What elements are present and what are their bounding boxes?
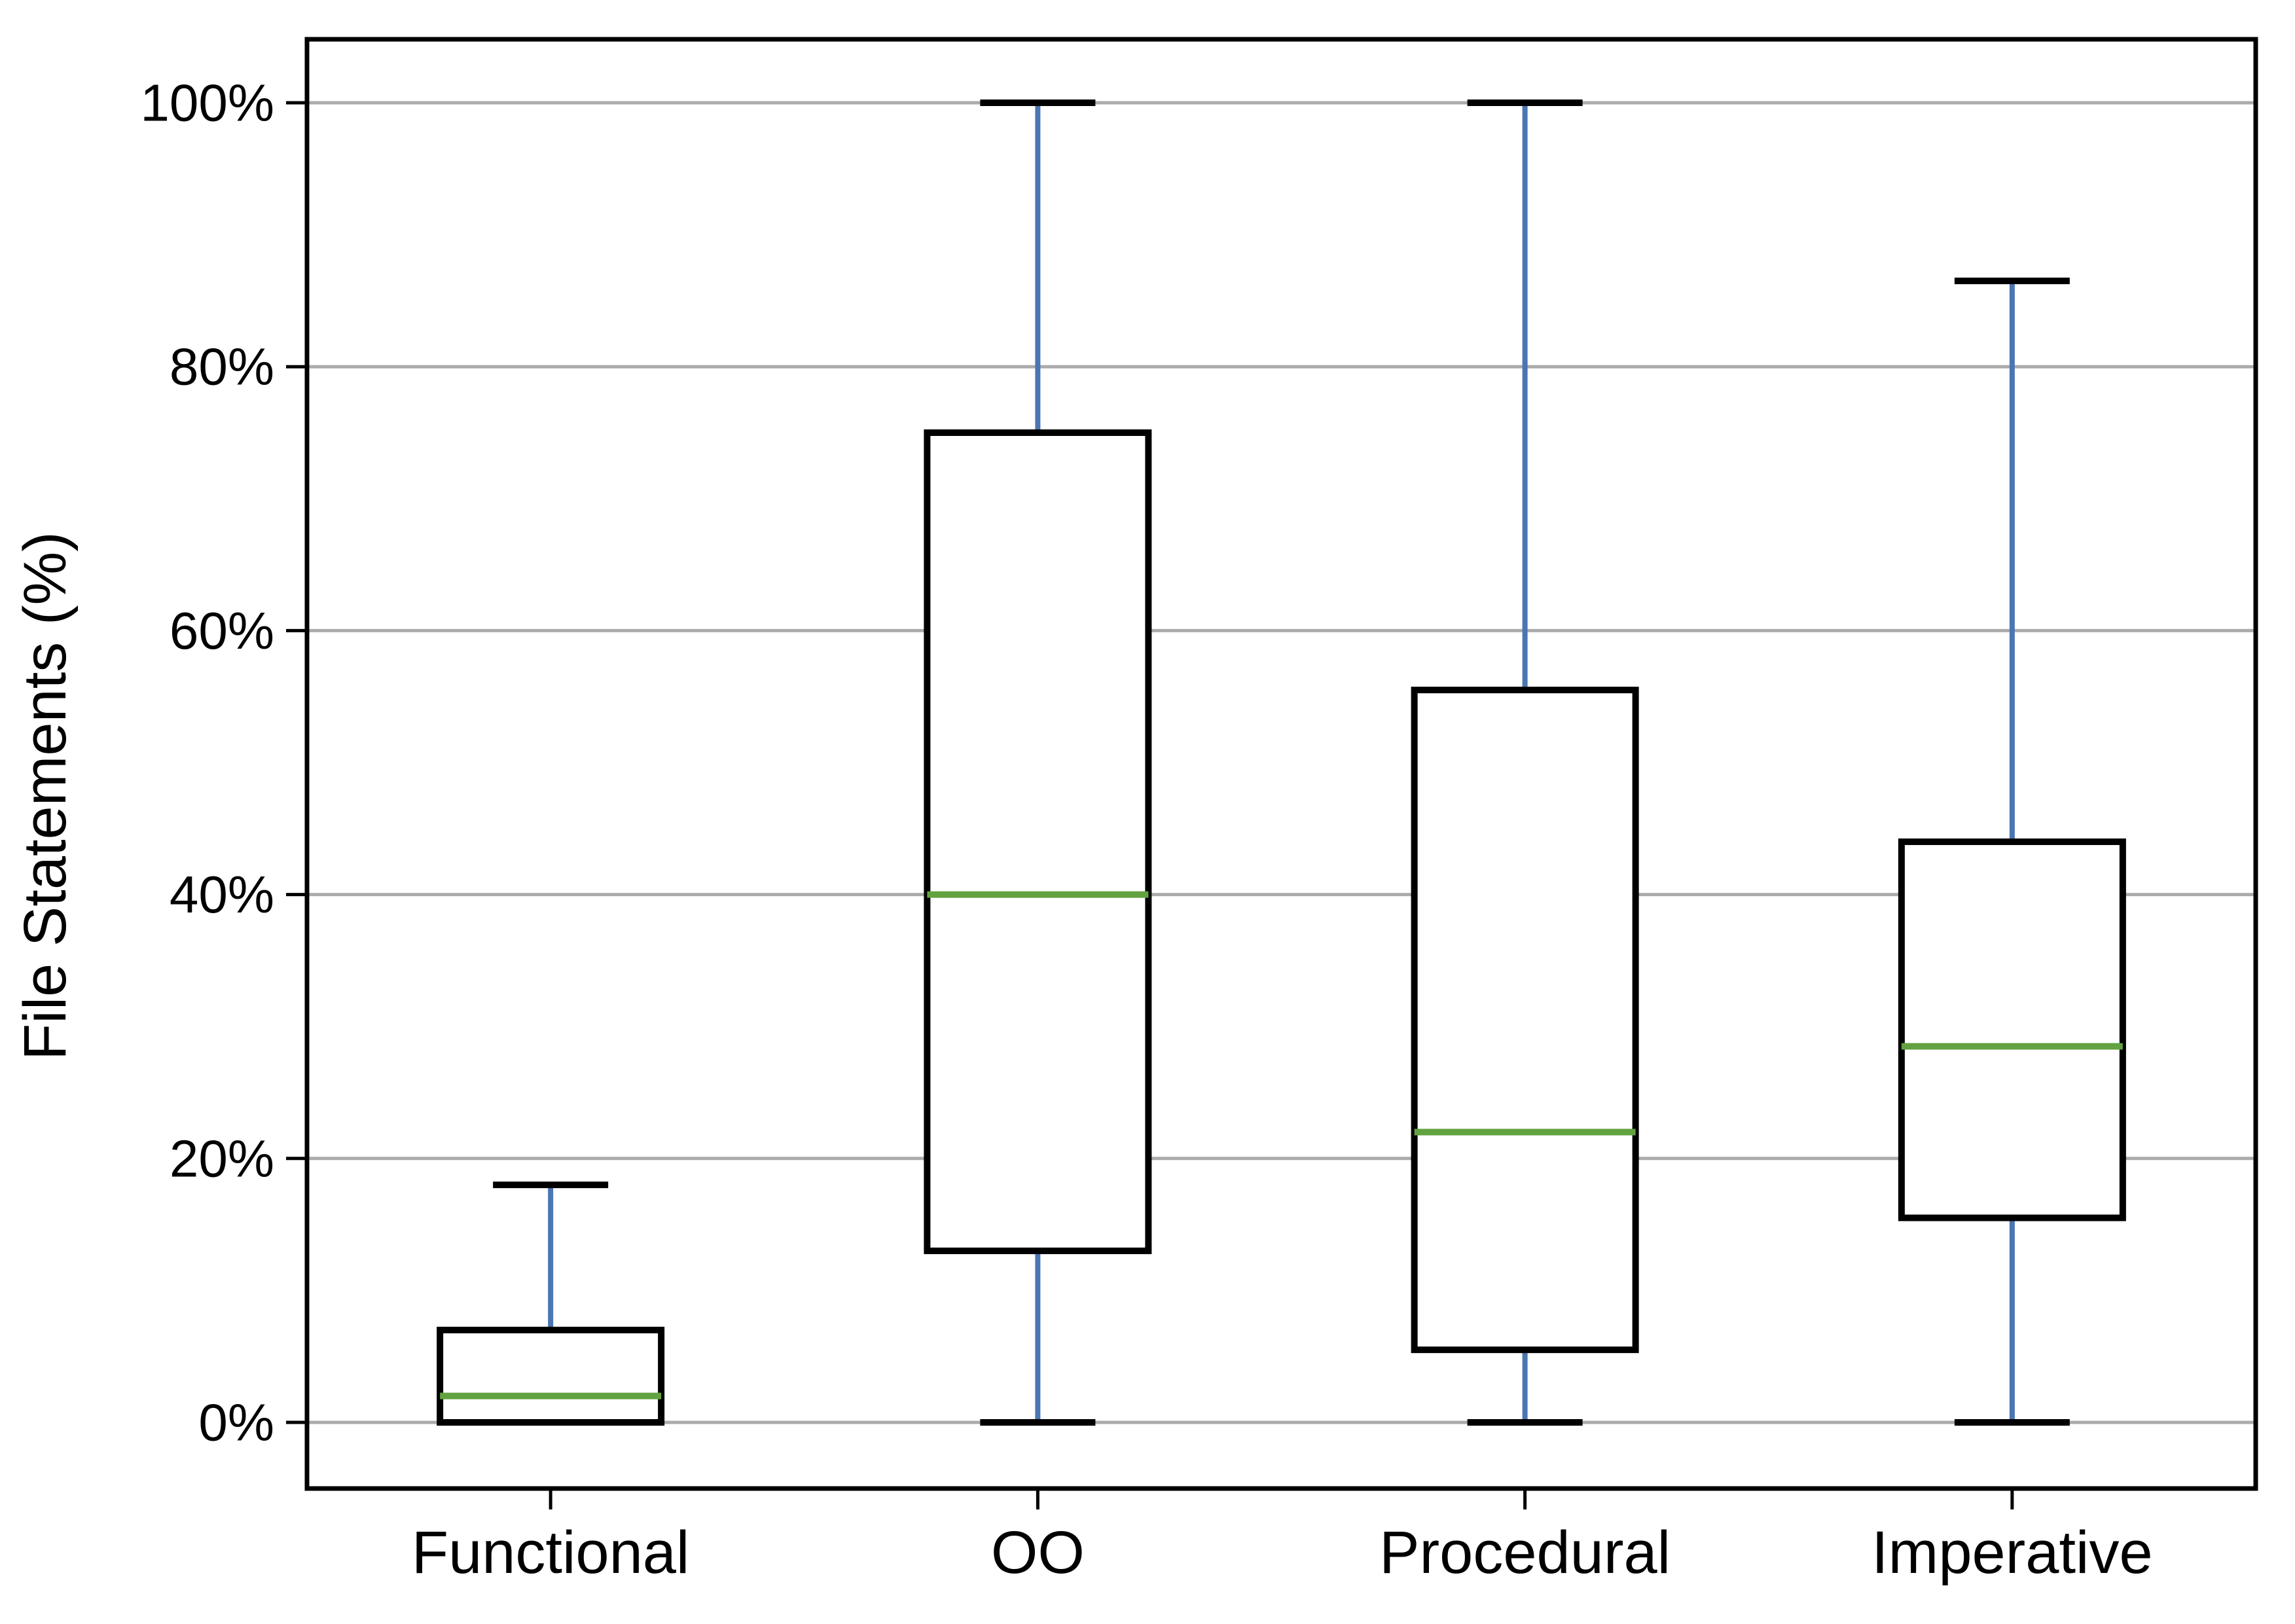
gridlines bbox=[307, 101, 2256, 1424]
y-tick-label: 20% bbox=[170, 1129, 274, 1187]
y-tick-label: 100% bbox=[140, 74, 274, 132]
box-iqr bbox=[1898, 838, 2126, 1221]
y-axis-label: File Statements (%) bbox=[12, 532, 79, 1060]
x-category-label: Functional bbox=[412, 1519, 689, 1586]
y-axis-ticks: 0% 20% 40% 60% 80% 100% bbox=[140, 74, 307, 1452]
y-tick-label: 80% bbox=[170, 338, 274, 396]
y-tick-label: 60% bbox=[170, 602, 274, 660]
x-category-label: OO bbox=[991, 1519, 1085, 1586]
x-category-label: Procedural bbox=[1379, 1519, 1671, 1586]
y-tick-label: 40% bbox=[170, 865, 274, 924]
plot-frame bbox=[304, 37, 2258, 1491]
x-axis-ticks: Functional OO Procedural Imperative bbox=[412, 1489, 2153, 1586]
boxplot-glyphs bbox=[437, 99, 2126, 1426]
x-category-label: Imperative bbox=[1871, 1519, 2153, 1586]
box-iqr bbox=[1411, 687, 1639, 1354]
y-tick-label: 0% bbox=[198, 1394, 274, 1452]
box-iqr bbox=[437, 1326, 665, 1426]
box-iqr bbox=[924, 429, 1152, 1254]
